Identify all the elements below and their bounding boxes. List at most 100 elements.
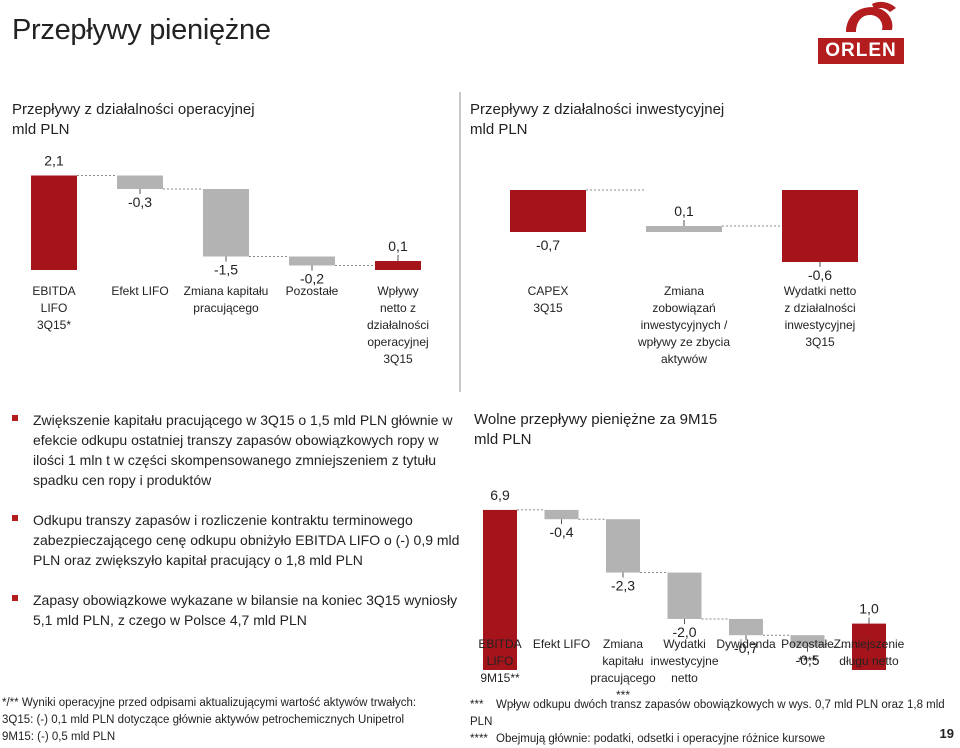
value-label: -2,0 xyxy=(672,624,696,640)
value-label: -0,6 xyxy=(808,267,832,283)
fcf-section-title: Wolne przepływy pieniężne za 9M15 mld PL… xyxy=(474,410,717,450)
section-divider xyxy=(459,92,461,392)
investing-waterfall-chart: -0,7 CAPEX 3Q15 0,1 Zmiana zobowiązań inwestyc… xyxy=(510,189,858,366)
value-label: 1,0 xyxy=(859,601,879,617)
value-label: 0,1 xyxy=(388,238,408,254)
bullet-list: Zwiększenie kapitału pracującego w 3Q15 … xyxy=(12,410,462,650)
value-label: -0,5 xyxy=(795,652,819,668)
category-label: działalności xyxy=(367,318,429,332)
category-label: Efekt LIFO xyxy=(533,637,590,651)
category-label: pracującego xyxy=(590,671,656,685)
bullet-item: Odkupu transzy zapasów i rozliczenie kon… xyxy=(12,510,462,570)
category-label: Zmiana xyxy=(664,284,704,298)
bullet-square-icon xyxy=(12,415,18,421)
category-label: 3Q15* xyxy=(37,318,71,332)
category-label: Wpływy xyxy=(377,284,418,298)
category-label: Pozostałe xyxy=(781,637,834,651)
waterfall-bar xyxy=(852,623,886,670)
category-label: pracującego xyxy=(193,301,259,315)
value-label: -0,2 xyxy=(300,271,324,287)
fcf-unit: mld PLN xyxy=(474,431,532,448)
waterfall-bar xyxy=(483,509,517,670)
category-label: netto xyxy=(671,671,698,685)
category-label: Wydatki xyxy=(663,637,706,651)
waterfall-bar xyxy=(203,189,249,257)
value-label: -0,3 xyxy=(128,194,152,210)
category-label: LIFO xyxy=(41,301,68,315)
category-label: Wydatki netto xyxy=(784,284,857,298)
waterfall-bar xyxy=(606,519,640,573)
orlen-logo-icon xyxy=(846,1,896,32)
operating-unit: mld PLN xyxy=(12,121,70,138)
orlen-wordmark: ORLEN xyxy=(818,38,904,64)
category-label: aktywów xyxy=(661,352,707,366)
footnotes-right: *** Wpływ odkupu dwóch transz zapasów obo… xyxy=(470,697,960,748)
operating-section-title: Przepływy z działalności operacyjnej mld… xyxy=(12,100,255,140)
category-label: Zmiana kapitału xyxy=(184,284,269,298)
footnotes-left: */** Wyniki operacyjne przed odpisami ak… xyxy=(2,695,452,746)
category-label: wpływy ze zbycia xyxy=(637,335,730,349)
waterfall-bar xyxy=(729,618,763,636)
category-label: inwestycyjne xyxy=(650,654,718,668)
waterfall-bar xyxy=(375,261,421,270)
footnote-line: **** Obejmują głównie: podatki, odsetki i… xyxy=(470,733,826,745)
category-label: zobowiązań xyxy=(652,301,715,315)
category-label: operacyjnej xyxy=(367,335,428,349)
category-label: netto z xyxy=(380,301,416,315)
waterfall-bar xyxy=(782,190,858,262)
waterfall-bar xyxy=(790,635,825,647)
footnote-line: */** Wyniki operacyjne przed odpisami ak… xyxy=(2,697,417,709)
bullet-item: Zapasy obowiązkowe wykazane w bilansie n… xyxy=(12,590,462,630)
investing-title: Przepływy z działalności inwestycyjnej xyxy=(470,101,725,118)
bullet-square-icon xyxy=(12,595,18,601)
category-label: Dywidenda xyxy=(716,637,776,651)
category-label: Zmiana xyxy=(603,637,643,651)
category-label: długu netto xyxy=(839,654,899,668)
category-label: inwestycyjnej xyxy=(785,318,856,332)
category-label: kapitału xyxy=(602,654,643,668)
investing-unit: mld PLN xyxy=(470,121,528,138)
value-label: -1,5 xyxy=(214,262,238,278)
category-label: **** xyxy=(798,654,817,668)
value-label: 6,9 xyxy=(490,487,510,503)
waterfall-bar xyxy=(117,175,163,189)
bullet-square-icon xyxy=(12,515,18,521)
waterfall-bar xyxy=(31,175,77,270)
fcf-waterfall-chart: 6,9 EBITDA LIFO 9M15** -0,4 Efekt LIFO -2,3 Zmi… xyxy=(478,487,905,695)
value-label: 2,1 xyxy=(44,153,64,169)
category-label: EBITDA xyxy=(32,284,75,298)
category-label: 3Q15 xyxy=(383,352,413,366)
page-number: 19 xyxy=(939,726,954,741)
category-label: inwestycyjnych / xyxy=(641,318,728,332)
footnote-line: *** Wpływ odkupu dwóch transz zapasów obo… xyxy=(470,699,945,728)
category-label: Efekt LIFO xyxy=(111,284,168,298)
category-label: CAPEX xyxy=(528,284,569,298)
category-label: Pozostałe xyxy=(286,284,339,298)
category-label: LIFO xyxy=(487,654,514,668)
value-label: -0,7 xyxy=(536,237,560,253)
operating-waterfall-chart: 2,1 EBITDA LIFO 3Q15* -0,3 Efekt LIFO -1,5 Zmia… xyxy=(31,153,429,366)
value-label: 0,1 xyxy=(674,203,694,219)
value-label: -2,3 xyxy=(611,578,635,594)
orlen-logo xyxy=(818,0,906,68)
waterfall-bar xyxy=(289,256,335,266)
fcf-title: Wolne przepływy pieniężne za 9M15 xyxy=(474,411,718,428)
category-label: 3Q15 xyxy=(533,301,563,315)
operating-title: Przepływy z działalności operacyjnej xyxy=(12,101,255,118)
category-label: 9M15** xyxy=(480,671,520,685)
value-label: -0,7 xyxy=(734,640,758,656)
footnote-line: 3Q15: (-) 0,1 mld PLN dotyczące głównie … xyxy=(2,714,405,726)
page-title: Przepływy pieniężne xyxy=(12,14,271,46)
investing-section-title: Przepływy z działalności inwestycyjnej m… xyxy=(470,100,724,140)
category-label: Zmniejszenie xyxy=(834,637,905,651)
bullet-item: Zwiększenie kapitału pracującego w 3Q15 … xyxy=(12,410,462,490)
waterfall-bar xyxy=(510,190,586,232)
waterfall-bar xyxy=(544,509,579,520)
value-label: -0,4 xyxy=(549,524,573,540)
footnote-line: 9M15: (-) 0,5 mld PLN xyxy=(2,731,116,743)
category-label: 3Q15 xyxy=(805,335,835,349)
category-label: z działalności xyxy=(784,301,855,315)
category-label: *** xyxy=(616,688,630,695)
category-label: EBITDA xyxy=(478,637,521,651)
waterfall-bar xyxy=(667,572,702,619)
